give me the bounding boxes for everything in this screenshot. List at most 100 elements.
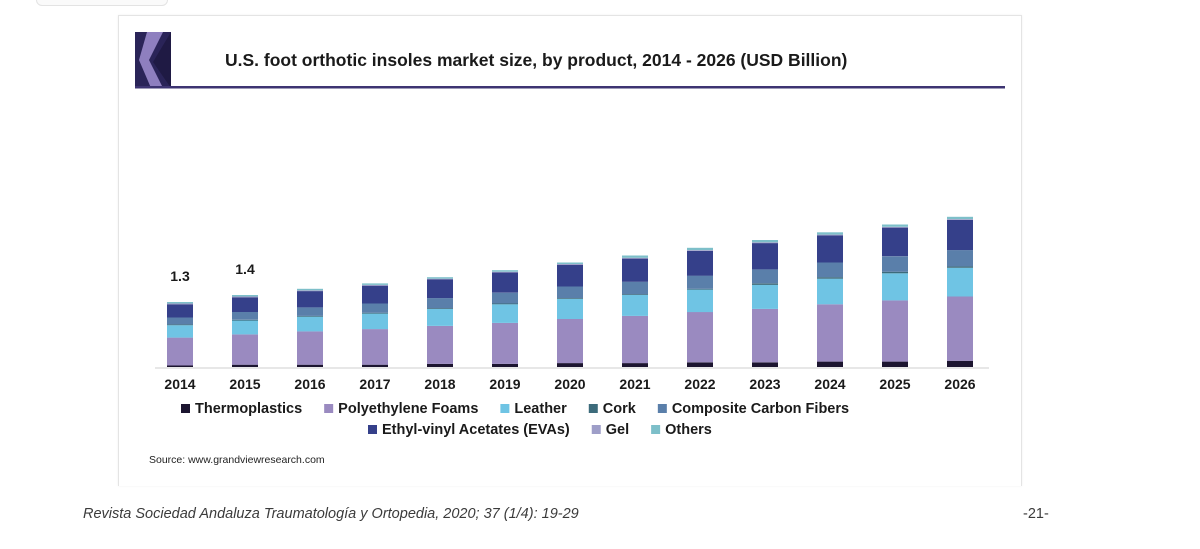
bar-segment [232, 364, 258, 367]
bar-segment [817, 278, 843, 305]
bar-segment [427, 308, 453, 309]
bar-segment [817, 304, 843, 362]
bar-segment [752, 284, 778, 309]
bar-segment [947, 250, 973, 267]
legend-swatch [651, 425, 661, 434]
bar-segment [752, 308, 778, 363]
bar-segment [882, 300, 908, 362]
x-tick-label: 2020 [554, 376, 585, 392]
bar-segment [622, 258, 648, 282]
bar-segment [622, 294, 648, 295]
data-label: 1.3 [170, 268, 190, 284]
bar-segment [362, 312, 388, 314]
bar-segment [947, 360, 973, 367]
bar-segment [492, 271, 518, 273]
bar-segment [362, 303, 388, 313]
legend-swatch [324, 404, 334, 413]
bar-segment [817, 361, 843, 367]
bar-segment [362, 284, 388, 286]
bar-segment [297, 291, 323, 308]
title-rule [135, 86, 1005, 89]
bar-segment [427, 277, 453, 279]
bar-segment [687, 288, 713, 290]
bars-group [167, 216, 973, 367]
bar-segment [817, 232, 843, 235]
x-ticks-group: 2014 2015 2016 2017 2018 2019 2020 2021 2022 2023… [164, 376, 975, 392]
bar-segment [557, 264, 583, 265]
bar-segment [167, 302, 193, 304]
bar-segment [687, 312, 713, 363]
bar-segment [232, 319, 258, 321]
bar-segment [557, 262, 583, 264]
bar-segment [622, 295, 648, 316]
bar-segment [167, 325, 193, 338]
legend-label: Leather [514, 401, 567, 417]
bar-segment [947, 267, 973, 297]
legend-label: Ethyl-vinyl Acetates (EVAs) [382, 422, 570, 438]
bar-segment [297, 364, 323, 367]
bar-segment [232, 296, 258, 298]
x-tick-label: 2022 [684, 376, 715, 392]
top-tab-stub [36, 0, 168, 6]
bar-segment [557, 286, 583, 299]
bar-segment [882, 227, 908, 257]
legend-swatch [500, 404, 510, 413]
bar-segment [622, 255, 648, 258]
chart-title: U.S. foot orthotic insoles market size, … [225, 50, 847, 70]
bar-segment [947, 219, 973, 251]
bar-segment [427, 279, 453, 299]
bar-segment [362, 329, 388, 365]
bar-segment [167, 303, 193, 305]
x-tick-label: 2016 [294, 376, 325, 392]
logo-icon [135, 32, 171, 88]
bar-segment [167, 365, 193, 367]
x-tick-label: 2025 [879, 376, 910, 392]
data-label: 1.4 [235, 261, 255, 277]
bar-segment [817, 262, 843, 278]
legend-swatch [368, 425, 377, 434]
legend-label: Gel [606, 422, 629, 438]
bar-segment [427, 326, 453, 364]
legend-label: Others [665, 422, 712, 438]
legend-label: Polyethylene Foams [338, 401, 478, 417]
bar-segment [622, 281, 648, 295]
bar-segment [232, 312, 258, 320]
legend-label: Thermoplastics [195, 401, 302, 417]
bar-segment [232, 334, 258, 365]
bar-segment [882, 271, 908, 274]
bar-segment [557, 298, 583, 319]
bar-segment [687, 250, 713, 276]
bar-segment [882, 361, 908, 367]
bar-segment [492, 322, 518, 364]
bar-segment [752, 269, 778, 284]
bar-segment [947, 266, 973, 268]
bar-segment [882, 226, 908, 228]
bar-segment [362, 285, 388, 304]
bar-segment [817, 234, 843, 236]
bar-segment [492, 272, 518, 293]
bar-segment [557, 298, 583, 299]
bar-segment [492, 292, 518, 304]
legend-swatch [657, 404, 667, 413]
bar-segment [362, 283, 388, 285]
bar-segment [752, 283, 778, 285]
bar-segment [427, 308, 453, 326]
bar-segment [622, 257, 648, 259]
x-tick-label: 2021 [619, 376, 650, 392]
citation: Revista Sociedad Andaluza Traumatología … [83, 506, 579, 522]
bar-segment [752, 362, 778, 367]
source-note: Source: www.grandviewresearch.com [149, 454, 325, 466]
bar-segment [492, 363, 518, 367]
bar-segment [687, 247, 713, 251]
bar-segment [687, 250, 713, 251]
bar-segment [557, 319, 583, 364]
legend-swatch [591, 425, 601, 434]
bar-segment [167, 304, 193, 318]
bar-segment [427, 278, 453, 280]
bar-segment [297, 315, 323, 317]
bar-segment [492, 303, 518, 305]
bar-segment [427, 363, 453, 367]
bar-segment [687, 362, 713, 367]
bar-segment [687, 275, 713, 289]
bar-segment [622, 315, 648, 364]
